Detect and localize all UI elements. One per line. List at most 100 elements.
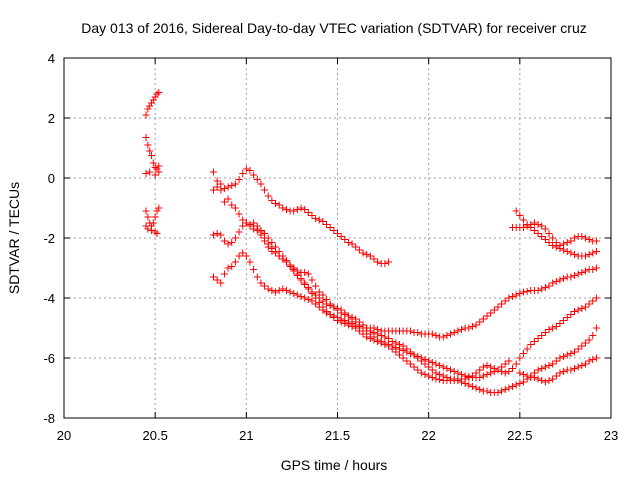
- data-point: [556, 242, 564, 249]
- data-point: [282, 257, 290, 264]
- data-point: [498, 363, 506, 371]
- data-point: [432, 375, 440, 383]
- data-point: [286, 288, 294, 296]
- data-point: [556, 276, 564, 284]
- data-point: [523, 345, 531, 353]
- data-point: [304, 284, 312, 291]
- data-point: [308, 297, 316, 305]
- y-axis-label: SDTVAR / TECUs: [6, 182, 22, 294]
- data-point: [142, 207, 150, 215]
- data-point: [293, 206, 301, 213]
- data-point: [519, 378, 527, 386]
- data-point: [410, 363, 418, 371]
- data-point: [399, 347, 407, 354]
- data-point: [381, 339, 389, 347]
- data-point: [563, 351, 571, 359]
- data-point: [425, 363, 433, 371]
- data-point: [217, 279, 225, 287]
- x-tick-label: 23: [604, 428, 618, 443]
- y-tick-label: 4: [48, 51, 55, 66]
- data-point: [290, 290, 298, 297]
- data-point: [552, 278, 560, 285]
- data-point: [312, 215, 320, 222]
- data-point: [516, 380, 524, 387]
- data-point: [235, 210, 243, 218]
- data-point: [571, 234, 579, 242]
- data-point: [279, 204, 287, 212]
- data-point: [541, 378, 549, 386]
- data-point: [414, 353, 422, 360]
- data-point: [545, 230, 553, 237]
- data-point: [210, 168, 218, 176]
- data-point: [290, 266, 298, 273]
- data-point: [498, 300, 506, 308]
- data-point: [483, 371, 491, 378]
- data-point: [146, 102, 154, 110]
- data-point: [148, 99, 156, 107]
- data-point: [210, 273, 218, 281]
- data-point: [228, 201, 236, 209]
- data-point: [578, 342, 586, 350]
- data-point: [151, 164, 159, 171]
- data-point: [217, 231, 225, 239]
- data-point: [304, 270, 312, 278]
- data-point: [228, 182, 236, 189]
- data-point: [581, 303, 589, 311]
- data-point: [363, 327, 371, 335]
- data-point: [155, 204, 163, 212]
- data-point: [454, 369, 462, 377]
- data-point: [523, 287, 531, 295]
- data-point: [530, 374, 538, 381]
- data-point: [494, 389, 502, 396]
- data-point: [432, 332, 440, 339]
- data-point: [319, 297, 327, 305]
- data-point: [142, 134, 150, 141]
- data-point: [355, 246, 363, 254]
- data-point: [246, 221, 254, 228]
- data-point: [149, 159, 157, 167]
- data-point: [151, 93, 159, 101]
- data-point: [144, 141, 152, 149]
- data-point: [556, 369, 564, 377]
- data-point: [527, 221, 535, 228]
- data-point: [148, 227, 156, 234]
- data-point: [461, 372, 469, 380]
- data-point: [581, 234, 589, 242]
- data-point: [268, 245, 276, 252]
- data-point: [308, 276, 316, 284]
- data-point: [297, 275, 305, 282]
- data-point: [571, 365, 579, 372]
- data-point: [220, 185, 228, 192]
- data-point: [293, 291, 301, 299]
- data-point: [231, 204, 239, 212]
- data-point: [501, 386, 509, 393]
- data-point: [381, 333, 389, 341]
- data-point: [479, 363, 487, 371]
- data-point: [560, 317, 568, 324]
- data-point: [149, 219, 157, 227]
- data-point: [257, 180, 265, 188]
- data-point: [498, 387, 506, 395]
- data-point: [250, 171, 258, 179]
- data-point: [505, 294, 513, 302]
- data-point: [428, 374, 436, 381]
- data-point: [509, 365, 517, 372]
- data-point: [585, 357, 593, 365]
- data-point: [231, 258, 239, 266]
- data-point: [374, 336, 382, 344]
- data-point: [246, 258, 254, 266]
- data-point: [436, 376, 444, 384]
- data-point: [301, 269, 309, 276]
- data-point: [151, 228, 159, 236]
- data-point: [428, 359, 436, 366]
- data-point: [155, 168, 163, 176]
- data-point: [239, 216, 247, 224]
- data-point: [494, 303, 502, 311]
- data-point: [330, 312, 338, 320]
- data-point: [330, 227, 338, 234]
- data-point: [315, 216, 323, 224]
- data-point: [224, 264, 232, 272]
- data-point: [301, 206, 309, 213]
- data-point: [443, 365, 451, 372]
- data-point: [483, 312, 491, 320]
